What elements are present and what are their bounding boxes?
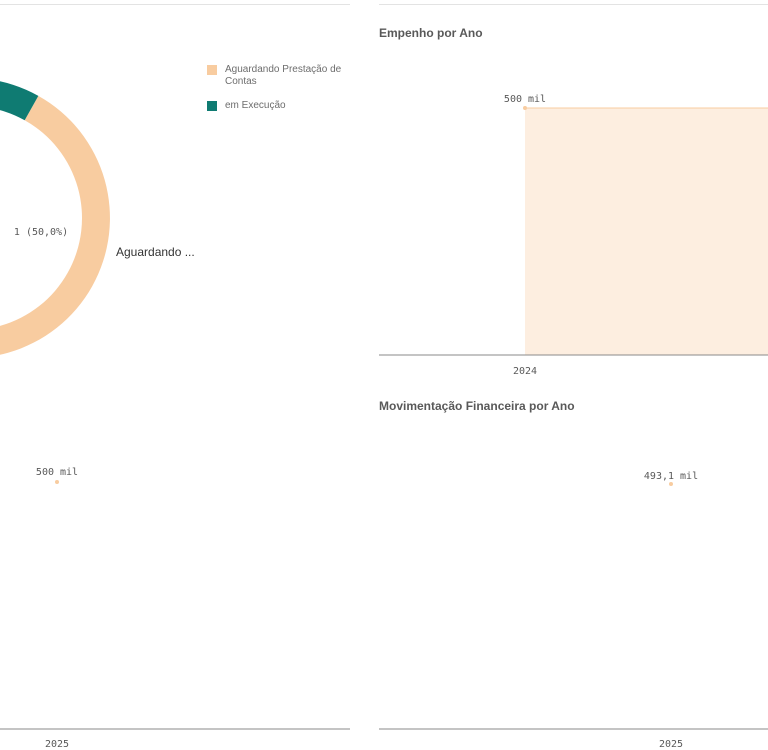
left-panel-top-border [0, 0, 350, 5]
left-bottom-x-tick-2025: 2025 [45, 739, 69, 750]
empenho-point[interactable] [523, 106, 527, 110]
donut-chart: 1 (50,0%) Aguardando ... [0, 78, 195, 358]
empenho-chart-title: Empenho por Ano [379, 26, 483, 40]
legend-item-aguardando[interactable]: Aguardando Prestação de Contas [207, 64, 357, 88]
movimentacao-x-tick-2025: 2025 [659, 739, 683, 750]
left-bottom-chart: 500 mil 2025 [0, 467, 350, 750]
donut-slice-label: Aguardando ... [116, 245, 195, 259]
empenho-value-label: 500 mil [504, 94, 546, 105]
legend-label-aguardando: Aguardando Prestação de Contas [225, 64, 342, 87]
legend-swatch-em-execucao [207, 101, 217, 111]
donut-legend: Aguardando Prestação de Contas em Execuç… [207, 64, 357, 124]
donut-slice-aguardando[interactable] [0, 95, 110, 358]
movimentacao-point[interactable] [669, 482, 673, 486]
movimentacao-chart-title: Movimentação Financeira por Ano [379, 399, 575, 413]
movimentacao-chart: 493,1 mil 2025 [379, 471, 768, 750]
donut-center-label: 1 (50,0%) [14, 227, 68, 238]
empenho-x-tick-2024: 2024 [513, 366, 537, 377]
legend-label-em-execucao: em Execução [225, 100, 286, 111]
empenho-chart: 500 mil 2024 [379, 94, 768, 377]
movimentacao-value-label: 493,1 mil [644, 471, 698, 482]
right-panel-top-border [379, 0, 768, 5]
legend-swatch-aguardando [207, 65, 217, 75]
left-bottom-point[interactable] [55, 480, 59, 484]
empenho-area[interactable] [525, 108, 768, 355]
left-bottom-value-label: 500 mil [36, 467, 78, 478]
legend-item-em-execucao[interactable]: em Execução [207, 100, 357, 112]
donut-slice-em-execucao[interactable] [0, 78, 39, 340]
